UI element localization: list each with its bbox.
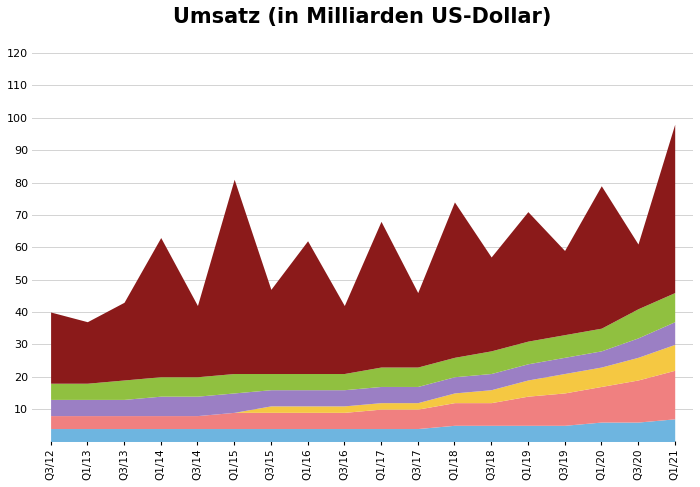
Title: Umsatz (in Milliarden US-Dollar): Umsatz (in Milliarden US-Dollar): [174, 7, 552, 27]
